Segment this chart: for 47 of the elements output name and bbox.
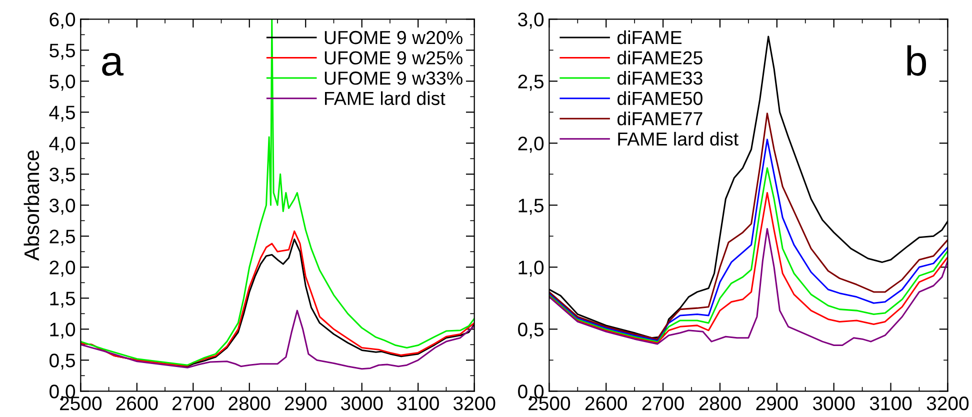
- y-tick-label: 3,5: [50, 168, 75, 184]
- y-tick-label: 0,5: [518, 322, 544, 339]
- legend-label: diFAME77: [617, 112, 702, 126]
- y-tick-label: 6,0: [50, 12, 76, 29]
- legend-label: FAME lard dist: [618, 132, 738, 146]
- y-tick-label: 2,0: [518, 136, 544, 153]
- y-tick-label: 5,5: [50, 44, 75, 60]
- x-tick-label: 2700: [642, 396, 684, 410]
- x-tick-label: 2800: [699, 396, 741, 410]
- legend-label: UFOME 9 w33%: [324, 72, 462, 85]
- legend-label: diFAME: [617, 30, 682, 44]
- x-tick-label: 3100: [870, 396, 912, 410]
- legend-label: FAME lard dist: [325, 91, 446, 106]
- x-tick-label: 3000: [812, 396, 855, 410]
- y-tick-label: 5,0: [50, 74, 76, 91]
- y-tick-label: 0,5: [50, 354, 75, 370]
- x-tick-label: 2600: [585, 396, 627, 410]
- legend-label: diFAME33: [617, 71, 702, 85]
- legend-label: diFAME50: [617, 91, 702, 106]
- annotation: b: [907, 45, 926, 76]
- x-tick-label: 3000: [340, 396, 383, 410]
- line-series: [549, 228, 948, 346]
- y-tick-label: 2,5: [50, 230, 75, 246]
- legend-label: UFOME 9 w20%: [324, 30, 462, 44]
- legend-label: diFAME25: [617, 50, 702, 64]
- line-series: [80, 310, 474, 370]
- y-tick-label: 3,0: [50, 198, 76, 215]
- y-axis-title: Absorbance: [24, 150, 40, 261]
- annotation: a: [102, 52, 124, 76]
- x-tick-label: 3100: [397, 396, 439, 410]
- y-tick-label: 4,5: [49, 106, 75, 122]
- y-tick-label: 2,0: [50, 260, 76, 277]
- y-tick-label: 2,5: [518, 74, 544, 91]
- y-tick-label: 1,0: [50, 322, 76, 339]
- x-tick-label: 2600: [116, 396, 158, 410]
- y-tick-label: 3,0: [518, 12, 544, 29]
- legend-label: UFOME 9 w25%: [324, 51, 462, 64]
- y-tick-label: 1,5: [518, 198, 544, 215]
- x-tick-label: 2900: [756, 396, 798, 410]
- x-tick-label: 2800: [228, 396, 270, 410]
- x-tick-label: 3200: [453, 396, 496, 410]
- y-tick-label: 1,5: [50, 292, 75, 308]
- x-tick-label: 2700: [172, 396, 214, 410]
- x-tick-label: 2900: [284, 396, 326, 410]
- y-tick-label: 1,0: [518, 260, 544, 277]
- y-tick-label: 4,0: [49, 136, 76, 153]
- x-tick-label: 3200: [926, 396, 969, 410]
